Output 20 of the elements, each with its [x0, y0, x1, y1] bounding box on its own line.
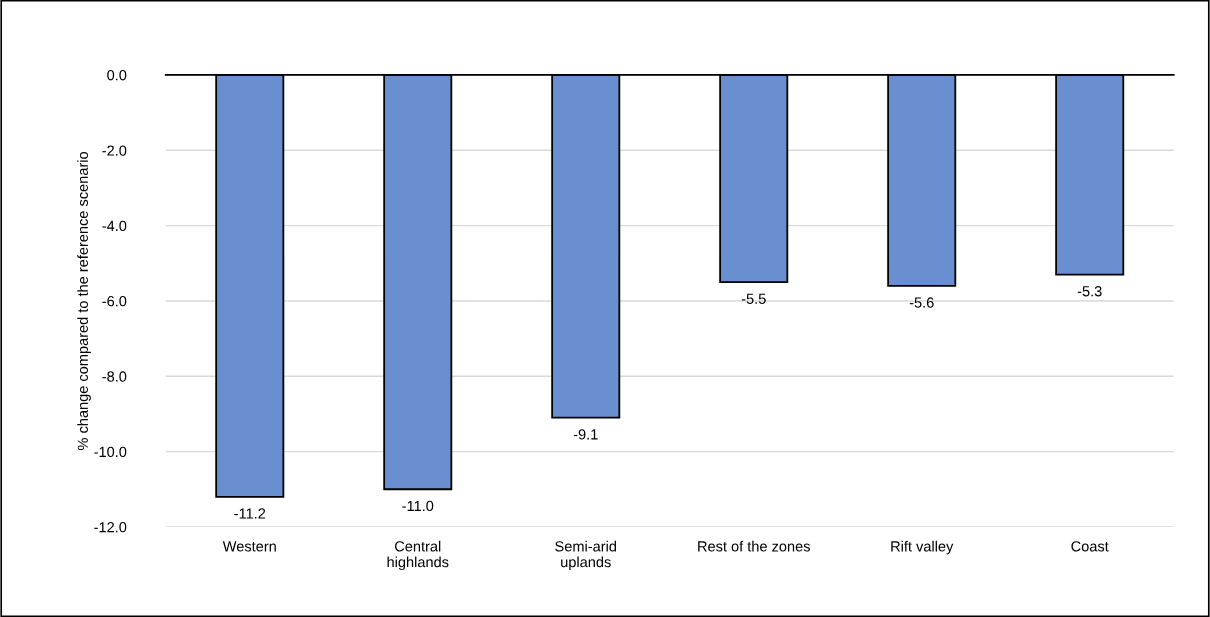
data-label: -5.3: [1077, 286, 1102, 297]
data-label: -11.0: [402, 500, 434, 512]
x-tick-label: Rift valley: [891, 540, 954, 555]
y-tick-label: -12.0: [94, 522, 127, 533]
y-tick-label: -8.0: [102, 371, 127, 382]
y-tick-label: -6.0: [102, 296, 127, 307]
x-tick-label: Central highlands: [387, 540, 449, 571]
x-tick-label: Western: [222, 541, 276, 552]
x-tick-label: Coast: [1071, 541, 1109, 552]
y-tick-label: -4.0: [102, 220, 127, 232]
y-tick-label: -2.0: [102, 145, 127, 156]
data-label: -5.6: [909, 297, 934, 308]
data-label: -5.5: [741, 293, 766, 304]
x-tick-label: Semi-arid uplands: [555, 540, 616, 571]
x-tick-label: Rest of the zones: [698, 540, 810, 552]
y-tick-label: -10.0: [94, 446, 127, 458]
y-axis-title: % change compared to the reference scenario: [77, 151, 91, 450]
data-label: -11.2: [234, 508, 266, 519]
data-label: -9.1: [573, 429, 598, 440]
y-tick-label: 0.0: [107, 70, 127, 81]
